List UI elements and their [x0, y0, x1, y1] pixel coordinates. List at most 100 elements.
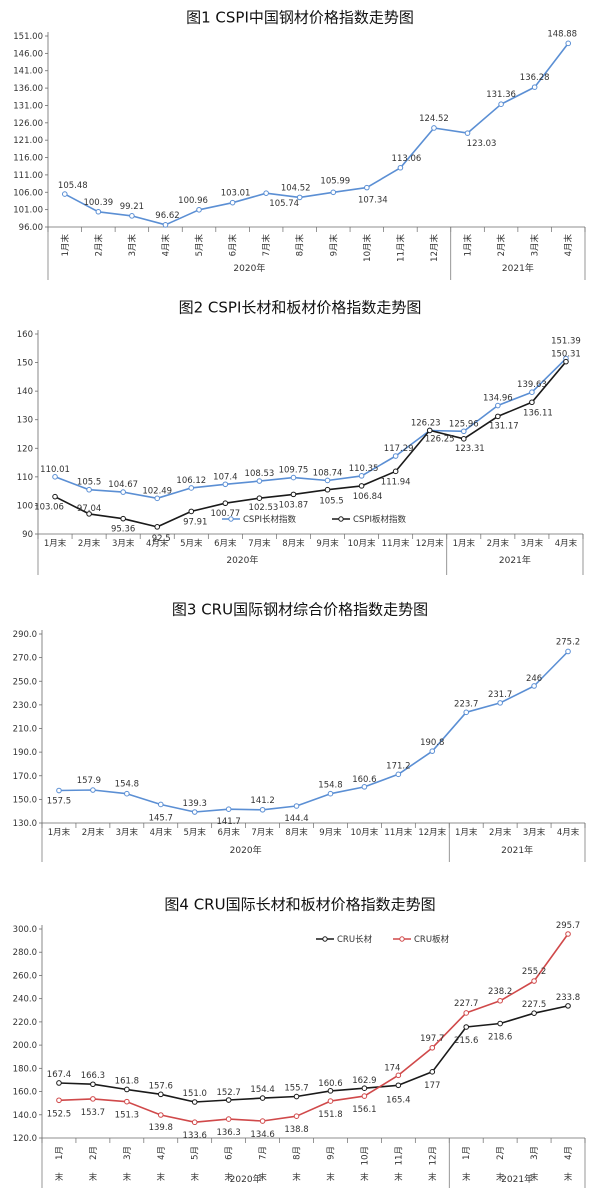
data-label: 97.04 [77, 504, 101, 514]
data-label: 238.2 [488, 987, 512, 997]
data-label: 92.5 [152, 534, 171, 544]
series-line-2 [58, 933, 569, 1123]
year-label: 2021年 [501, 844, 533, 856]
x-tick-label: 1月末 [44, 538, 67, 549]
data-point [531, 1010, 537, 1016]
data-label: 126.23 [411, 418, 441, 428]
x-tick-label-month: 11月 [394, 1146, 404, 1165]
data-point [157, 1112, 164, 1118]
data-label: 141.7 [216, 817, 240, 827]
x-tick-label: 6月末 [214, 538, 237, 549]
data-point [392, 468, 399, 475]
data-label: 167.4 [47, 1070, 71, 1080]
x-tick-label: 3月末 [530, 234, 541, 257]
data-label: 160.6 [352, 775, 376, 785]
data-point [361, 1093, 368, 1099]
x-tick-label-suffix: 末 [360, 1172, 369, 1183]
x-tick-label-suffix: 末 [530, 1172, 539, 1183]
x-tick-label: 9月末 [319, 827, 342, 838]
x-tick-label: 9月末 [328, 234, 339, 257]
data-point [256, 478, 263, 484]
data-point [495, 413, 501, 420]
data-label: 295.7 [556, 921, 580, 931]
data-label: 100.96 [178, 196, 208, 206]
data-label: 197.7 [420, 1034, 444, 1044]
legend-marker [399, 936, 405, 942]
x-tick-label: 3月末 [112, 538, 135, 549]
x-tick-label-suffix: 末 [292, 1172, 301, 1183]
data-label: 154.4 [250, 1085, 274, 1095]
y-tick-label: 96.00 [19, 223, 43, 233]
data-point [188, 508, 195, 515]
data-point [293, 1093, 300, 1100]
y-tick-label: 220.0 [13, 1018, 37, 1028]
y-tick-label: 90 [22, 530, 33, 540]
data-label: 148.88 [547, 29, 577, 39]
y-tick-label: 240.0 [13, 995, 37, 1005]
y-tick-label: 110 [17, 473, 33, 483]
chart-title: 图1 CSPI中国钢材价格指数走势图 [186, 9, 414, 27]
data-label: 154.8 [115, 780, 139, 790]
y-tick-label: 190.0 [13, 748, 37, 758]
x-tick-label-month: 3月 [123, 1146, 133, 1160]
data-label: 102.49 [142, 486, 172, 496]
x-tick-label-month: 7月 [259, 1146, 269, 1160]
data-label: 174 [384, 1063, 400, 1073]
data-point [52, 493, 58, 500]
x-tick-label-month: 2月 [496, 1146, 506, 1160]
y-tick-label: 140.0 [13, 1111, 37, 1121]
y-tick-label: 200.0 [13, 1041, 37, 1051]
data-point [358, 483, 365, 489]
y-tick-label: 116.00 [13, 154, 43, 164]
data-point [531, 84, 538, 90]
data-point [565, 40, 572, 47]
data-point [124, 1098, 130, 1105]
data-label: 177 [424, 1081, 440, 1091]
year-label: 2020年 [233, 262, 265, 274]
x-tick-label-month: 1月 [55, 1146, 65, 1160]
year-label: 2020年 [226, 554, 258, 566]
data-point [361, 784, 368, 790]
y-tick-label: 101.00 [13, 206, 43, 216]
x-tick-label: 2月末 [93, 234, 104, 257]
x-tick-label: 12月末 [429, 234, 440, 262]
data-label: 124.52 [419, 114, 449, 124]
x-tick-label: 4月末 [555, 538, 578, 549]
x-tick-label-suffix: 末 [496, 1172, 505, 1183]
data-point [90, 1096, 96, 1102]
data-point [565, 648, 571, 655]
data-label: 138.8 [284, 1125, 308, 1135]
data-label: 107.34 [358, 196, 388, 206]
legend-marker [228, 516, 234, 522]
chart-2: 图2 CSPI长材和板材价格指数走势图 90 100 110 120 130 140 150 1… [17, 299, 584, 575]
data-label: 275.2 [556, 637, 580, 647]
data-point [154, 495, 161, 502]
y-tick-label: 111.00 [13, 171, 43, 181]
y-tick-label: 131.00 [13, 101, 43, 111]
data-point [529, 399, 535, 406]
y-tick-label: 120 [17, 444, 33, 454]
data-label: 99.21 [120, 202, 144, 212]
y-tick-label: 250.0 [13, 677, 37, 687]
data-point [429, 1044, 436, 1051]
x-tick-label: 7月末 [251, 827, 274, 838]
data-label: 141.2 [250, 796, 274, 806]
data-point [120, 515, 126, 522]
data-point [463, 1010, 470, 1016]
x-tick-label-suffix: 末 [326, 1172, 335, 1183]
data-label: 227.7 [454, 999, 478, 1009]
x-tick-label: 1月末 [60, 234, 71, 257]
data-label: 145.7 [149, 813, 173, 823]
year-label: 2021年 [501, 1173, 533, 1185]
data-point [497, 700, 503, 706]
x-tick-label: 1月末 [48, 827, 71, 838]
y-tick-label: 130 [17, 416, 33, 426]
x-tick-label-suffix: 末 [564, 1172, 573, 1183]
y-tick-label: 160.0 [13, 1088, 37, 1098]
data-label: 104.52 [281, 183, 311, 193]
x-tick-label: 8月末 [282, 538, 305, 549]
x-tick-label: 11月末 [382, 538, 410, 549]
x-tick-label: 2月末 [487, 538, 510, 549]
x-tick-label: 10月末 [350, 827, 378, 838]
x-tick-label-suffix: 末 [258, 1172, 267, 1183]
